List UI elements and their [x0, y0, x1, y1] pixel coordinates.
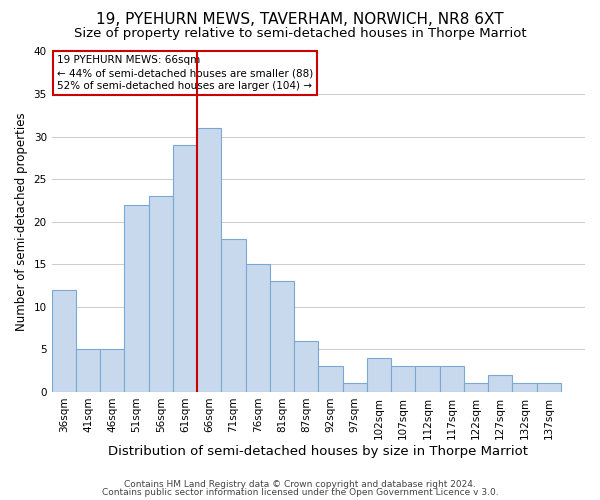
Bar	[221, 239, 245, 392]
Bar	[52, 290, 76, 392]
Bar	[464, 384, 488, 392]
Bar	[76, 350, 100, 392]
Text: Contains HM Land Registry data © Crown copyright and database right 2024.: Contains HM Land Registry data © Crown c…	[124, 480, 476, 489]
Bar	[391, 366, 415, 392]
Bar	[415, 366, 440, 392]
Bar	[343, 384, 367, 392]
Bar	[512, 384, 536, 392]
Bar	[319, 366, 343, 392]
Text: Size of property relative to semi-detached houses in Thorpe Marriot: Size of property relative to semi-detach…	[74, 28, 526, 40]
Bar	[536, 384, 561, 392]
Text: Contains public sector information licensed under the Open Government Licence v : Contains public sector information licen…	[101, 488, 499, 497]
X-axis label: Distribution of semi-detached houses by size in Thorpe Marriot: Distribution of semi-detached houses by …	[109, 444, 529, 458]
Bar	[488, 375, 512, 392]
Text: 19 PYEHURN MEWS: 66sqm
← 44% of semi-detached houses are smaller (88)
52% of sem: 19 PYEHURN MEWS: 66sqm ← 44% of semi-det…	[57, 55, 313, 92]
Bar	[294, 341, 319, 392]
Bar	[173, 145, 197, 392]
Bar	[149, 196, 173, 392]
Bar	[367, 358, 391, 392]
Text: 19, PYEHURN MEWS, TAVERHAM, NORWICH, NR8 6XT: 19, PYEHURN MEWS, TAVERHAM, NORWICH, NR8…	[96, 12, 504, 28]
Bar	[197, 128, 221, 392]
Bar	[124, 204, 149, 392]
Bar	[245, 264, 270, 392]
Y-axis label: Number of semi-detached properties: Number of semi-detached properties	[15, 112, 28, 331]
Bar	[440, 366, 464, 392]
Bar	[100, 350, 124, 392]
Bar	[270, 282, 294, 392]
